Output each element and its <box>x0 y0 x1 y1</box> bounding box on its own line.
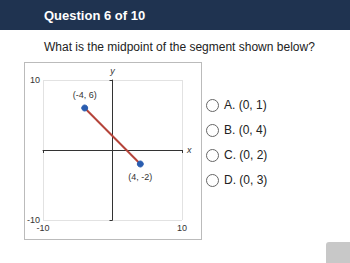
svg-text:10: 10 <box>30 75 40 85</box>
svg-text:10: 10 <box>177 223 187 233</box>
html-text:B. (0, 4): B. (0, 4) <box>224 123 267 137</box>
svg-text:x: x <box>186 145 192 155</box>
svg-text:(4, -2): (4, -2) <box>128 172 152 182</box>
svg-text:-10: -10 <box>27 215 40 225</box>
svg-text:y: y <box>109 66 115 76</box>
svg-text:(-4, 6): (-4, 6) <box>73 90 97 100</box>
html-text:C. (0, 2): C. (0, 2) <box>224 148 268 162</box>
html-text:Question 6 of 10: Question 6 of 10 <box>44 8 146 23</box>
html-text:D. (0, 3): D. (0, 3) <box>224 173 268 187</box>
html-text:What is the midpoint of the se: What is the midpoint of the segment show… <box>44 40 315 54</box>
svg-text:-10: -10 <box>36 223 49 233</box>
html-text:A. (0, 1): A. (0, 1) <box>224 98 267 112</box>
